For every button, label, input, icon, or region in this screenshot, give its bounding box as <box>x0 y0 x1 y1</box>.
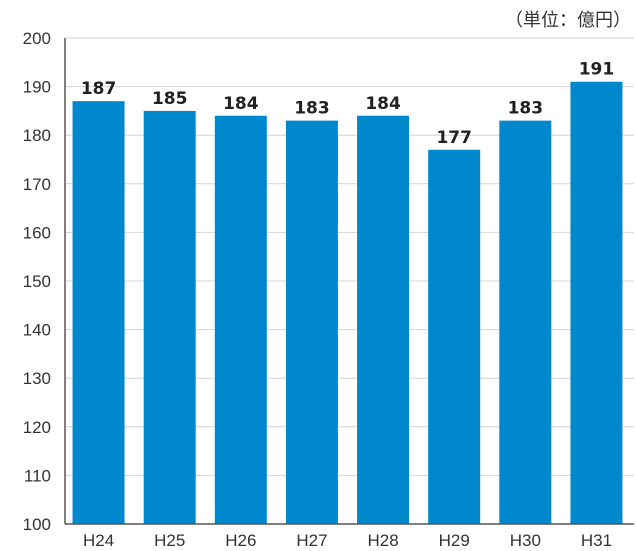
data-label-H26: 184 <box>223 94 259 114</box>
data-label-H31: 191 <box>579 60 615 80</box>
x-tick-label-H28: H28 <box>367 531 398 550</box>
y-tick-label-130: 130 <box>23 369 51 388</box>
bar-H30 <box>499 120 552 525</box>
labels: 100 110 120 130 140 150 160 170 180 190 200 187 H24 1… <box>23 29 615 550</box>
bar-H26 <box>214 115 267 524</box>
data-label-H24: 187 <box>81 79 117 99</box>
y-tick-label-170: 170 <box>23 175 51 194</box>
x-tick-label-H24: H24 <box>83 531 114 550</box>
bar-H25 <box>143 110 196 525</box>
unit-label: （単位：億円） <box>505 10 631 31</box>
x-tick-label-H31: H31 <box>581 531 612 550</box>
bar-H29 <box>428 149 481 524</box>
bar-H27 <box>285 120 338 525</box>
y-tick-label-110: 110 <box>24 466 51 485</box>
y-tick-label-190: 190 <box>23 78 51 97</box>
data-label-H30: 183 <box>508 99 544 119</box>
y-tick-label-180: 180 <box>23 126 51 145</box>
x-tick-label-H26: H26 <box>225 531 256 550</box>
y-tick-label-120: 120 <box>23 418 51 437</box>
y-tick-label-200: 200 <box>23 29 51 48</box>
data-label-H29: 177 <box>436 128 472 148</box>
bar-H31 <box>570 81 623 525</box>
data-label-H27: 183 <box>294 99 330 119</box>
x-tick-label-H30: H30 <box>510 531 541 550</box>
data-label-H25: 185 <box>152 89 188 109</box>
bar-H28 <box>357 115 410 524</box>
y-tick-label-150: 150 <box>23 272 51 291</box>
axes <box>64 38 634 525</box>
data-label-H28: 184 <box>365 94 401 114</box>
x-tick-label-H25: H25 <box>154 531 185 550</box>
x-tick-label-H27: H27 <box>296 531 327 550</box>
bar-H24 <box>72 101 125 525</box>
bars <box>72 81 623 525</box>
x-tick-label-H29: H29 <box>439 531 470 550</box>
y-tick-label-140: 140 <box>23 321 51 340</box>
y-tick-label-160: 160 <box>23 223 51 242</box>
y-tick-label-100: 100 <box>23 515 51 534</box>
